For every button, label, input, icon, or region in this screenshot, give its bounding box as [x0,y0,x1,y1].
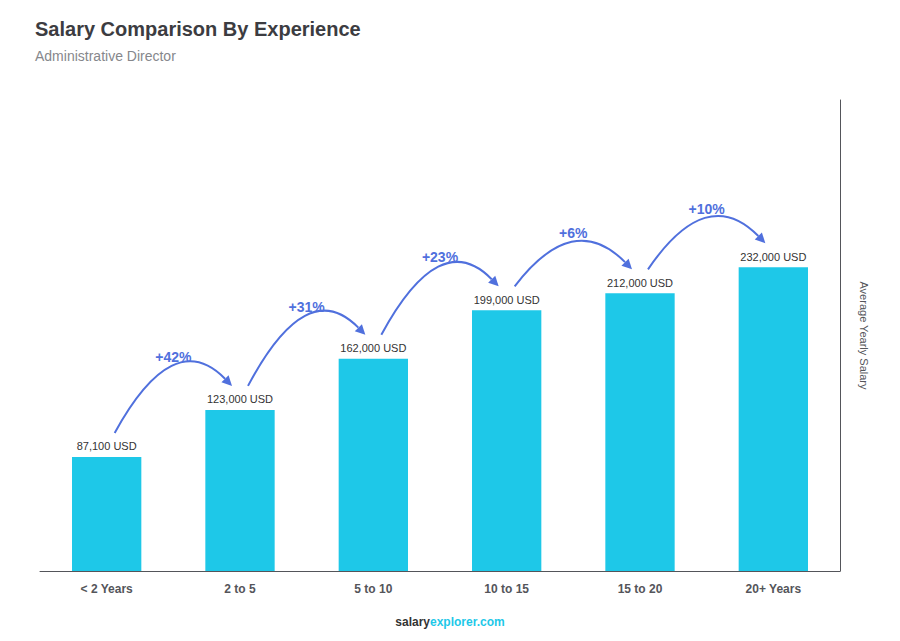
svg-text:5 to 10: 5 to 10 [354,582,392,596]
svg-text:+31%: +31% [289,299,326,315]
svg-text:Administrative Director: Administrative Director [35,48,176,64]
svg-text:Salary Comparison By Experienc: Salary Comparison By Experience [35,18,361,40]
svg-text:+23%: +23% [422,249,459,265]
svg-text:212,000 USD: 212,000 USD [607,277,673,289]
svg-text:20+ Years: 20+ Years [746,582,802,596]
svg-text:explorer.com: explorer.com [430,615,505,629]
svg-text:10 to 15: 10 to 15 [484,582,529,596]
svg-text:Average Yearly Salary: Average Yearly Salary [858,281,870,390]
svg-text:+42%: +42% [155,349,192,365]
svg-text:+10%: +10% [689,201,726,217]
svg-text:15 to 20: 15 to 20 [618,582,663,596]
svg-text:232,000 USD: 232,000 USD [740,251,806,263]
svg-text:+6%: +6% [559,225,588,241]
svg-text:2 to 5: 2 to 5 [224,582,256,596]
svg-text:199,000 USD: 199,000 USD [474,294,540,306]
svg-text:87,100 USD: 87,100 USD [77,440,137,452]
svg-text:123,000 USD: 123,000 USD [207,393,273,405]
svg-text:salary: salary [395,615,430,629]
svg-text:< 2 Years: < 2 Years [81,582,133,596]
svg-text:162,000 USD: 162,000 USD [340,342,406,354]
